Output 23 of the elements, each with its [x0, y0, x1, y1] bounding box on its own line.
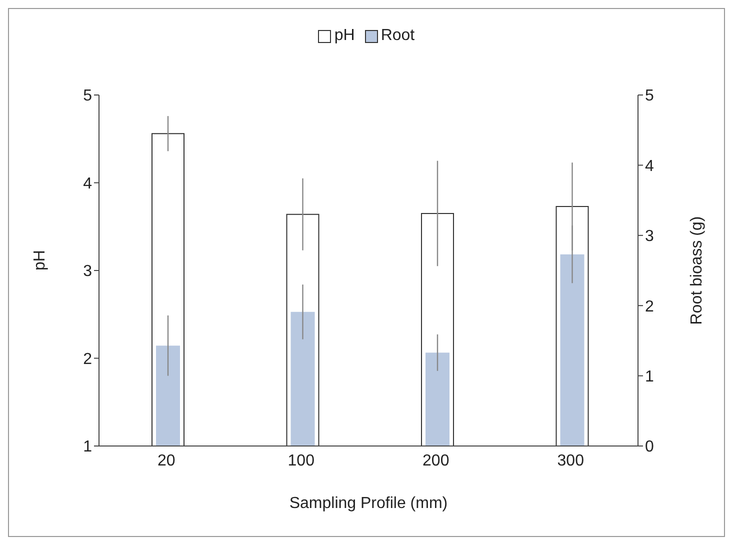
x-axis-title: Sampling Profile (mm)	[289, 495, 448, 512]
x-tick-label: 200	[422, 452, 450, 470]
bar	[426, 352, 450, 446]
y2-tick-label: 2	[645, 298, 654, 316]
x-tick-label: 20	[157, 452, 176, 470]
y-tick-label: 2	[83, 350, 92, 368]
y2-tick-label: 4	[645, 158, 654, 175]
y2-axis-title: Root bioass (g)	[688, 216, 706, 325]
y-tick-label: 4	[83, 175, 92, 192]
y2-tick-label: 1	[645, 368, 654, 386]
legend-label: Root	[380, 27, 415, 45]
y-tick-label: 5	[83, 88, 92, 105]
x-tick-label: 300	[557, 452, 584, 470]
y2-tick-label: 5	[645, 88, 654, 105]
y-tick-label: 1	[83, 438, 92, 456]
bar	[156, 346, 180, 446]
y-tick-label: 3	[83, 263, 92, 280]
y2-tick-label: 0	[645, 438, 654, 456]
legend-label: pH	[334, 27, 355, 45]
x-tick-label: 100	[288, 452, 315, 470]
bar	[290, 312, 315, 446]
y-axis-title: pH	[32, 250, 49, 270]
y2-tick-label: 3	[645, 228, 654, 246]
